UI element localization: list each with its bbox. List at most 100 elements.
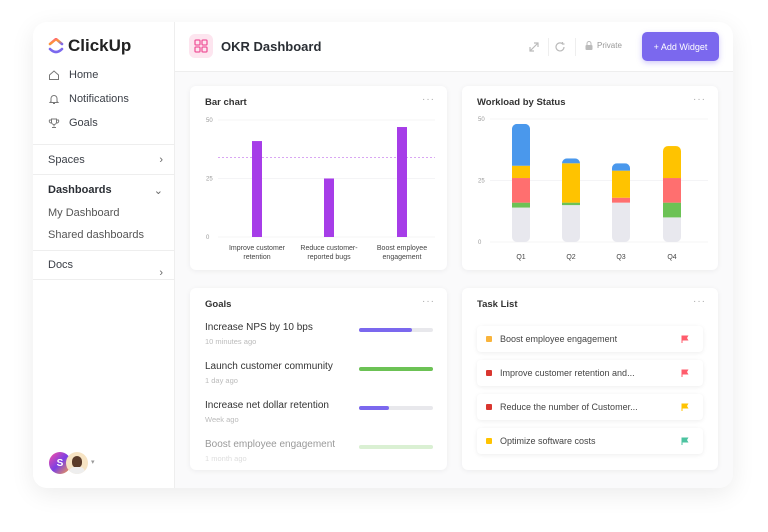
stacked-bar [663,146,681,242]
clickup-logo[interactable]: ClickUp [48,36,131,56]
caret-down-icon[interactable]: ▾ [91,459,95,466]
more-options-icon[interactable]: ··· [422,296,435,307]
sidebar-item-goals[interactable]: Goals [48,117,98,129]
widget-title: Bar chart [205,97,247,108]
goal-time: 1 day ago [205,376,238,385]
goal-progress-fill [359,367,433,371]
spaces-label: Spaces [48,154,85,166]
bar-chart: 0 25 50 Improve customer retention Reduce cus… [206,118,435,261]
refresh-icon[interactable] [554,41,566,53]
avatar[interactable]: S [49,452,71,474]
sidebar-item-dashboards[interactable]: Dashboards ⌄ [33,184,175,197]
stacked-bar-chart: 0 25 50 Q1 Q2 Q3 Q4 [478,117,708,261]
divider [33,174,175,175]
sidebar-item-home[interactable]: Home [48,69,98,81]
workload-widget: Workload by Status ··· 0 25 50 Q1 Q2 Q3 Q4 [462,86,718,270]
privacy-toggle[interactable]: Private [585,41,622,50]
task-item[interactable]: Optimize software costs [477,428,703,454]
chevron-right-icon: › [159,154,163,166]
divider [575,38,576,56]
task-item[interactable]: Improve customer retention and... [477,360,703,386]
x-tick-label: Q4 [667,254,676,261]
task-name: Improve customer retention and... [500,368,635,378]
bar-segment [562,205,580,242]
status-indicator [486,370,492,376]
sidebar-item-my-dashboard[interactable]: My Dashboard [48,207,120,219]
user-avatar-photo[interactable] [66,452,88,474]
widget-title: Goals [205,299,232,310]
y-tick-label: 50 [206,118,213,124]
status-indicator [486,438,492,444]
goal-item[interactable]: Launch customer community 1 day ago [205,361,435,385]
goal-progress-bar [359,406,433,410]
bar-segment [512,202,530,208]
bar-segment [562,158,580,164]
sidebar-item-label: Notifications [69,93,129,105]
dashboard-icon [189,34,213,58]
add-widget-button[interactable]: + Add Widget [642,32,719,61]
bar-segment [612,202,630,242]
goal-time: 1 month ago [205,454,247,463]
goal-item[interactable]: Increase NPS by 10 bps 10 minutes ago [205,322,435,346]
goal-name: Boost employee engagement [205,439,336,450]
y-tick-label: 25 [206,177,213,183]
divider [33,250,175,251]
more-options-icon[interactable]: ··· [422,94,435,105]
x-tick-label: Q1 [516,254,525,261]
bar-segment [512,123,530,166]
x-tick-label: Q3 [616,254,625,261]
sidebar-item-docs[interactable]: Docs › [33,259,175,279]
bar [324,178,334,237]
divider [548,38,549,56]
bar-segment [562,163,580,203]
x-tick-label: reported bugs [307,254,351,261]
y-tick-label: 50 [478,117,485,123]
task-name: Reduce the number of Customer... [500,402,638,412]
task-item[interactable]: Boost employee engagement [477,326,703,352]
more-options-icon[interactable]: ··· [693,94,706,105]
chevron-down-icon: ⌄ [153,185,163,197]
goals-widget: Goals ··· Increase NPS by 10 bps 10 minut… [190,288,447,470]
bar-chart-widget: Bar chart ··· 0 25 50 Improve customer reten… [190,86,447,270]
goal-progress-fill [359,406,389,410]
goal-item[interactable]: Increase net dollar retention Week ago [205,400,435,424]
app-window: ClickUp Home Notifications Goals Spaces ›… [33,22,733,488]
priority-flag-icon[interactable] [681,335,689,343]
task-name: Optimize software costs [500,436,596,446]
status-indicator [486,404,492,410]
bar-segment [512,178,530,203]
x-tick-label: engagement [383,254,422,261]
x-tick-label: Boost employee [377,245,427,252]
privacy-label: Private [597,41,622,50]
bar [252,141,262,237]
divider [33,279,175,280]
expand-icon[interactable] [528,41,540,53]
y-tick-label: 25 [478,179,485,185]
dashboards-label: Dashboards [48,184,112,196]
sidebar-item-notifications[interactable]: Notifications [48,93,129,105]
bar-segment [562,202,580,206]
main-area: OKR Dashboard Private + Add Widget Bar c… [175,22,733,488]
goal-progress-bar [359,367,433,371]
goal-item[interactable]: Boost employee engagement 1 month ago [205,439,435,463]
lock-icon [585,41,593,50]
priority-flag-icon[interactable] [681,437,689,445]
priority-flag-icon[interactable] [681,403,689,411]
chevron-right-icon: › [159,267,163,279]
goal-progress-bar [359,445,433,449]
bar-segment [663,202,681,218]
task-item[interactable]: Reduce the number of Customer... [477,394,703,420]
x-tick-label: retention [243,254,270,261]
x-tick-label: Reduce customer- [300,245,358,252]
task-name: Boost employee engagement [500,334,618,344]
goal-name: Increase NPS by 10 bps [205,322,313,333]
task-list-widget: Task List ··· Boost employee engagement I… [462,288,718,470]
priority-flag-icon[interactable] [681,369,689,377]
sidebar: ClickUp Home Notifications Goals Spaces ›… [33,22,175,488]
header: OKR Dashboard Private + Add Widget [175,22,733,72]
sidebar-item-spaces[interactable]: Spaces › [33,154,175,166]
sidebar-item-label: Home [69,69,99,81]
bar-segment [663,146,681,179]
more-options-icon[interactable]: ··· [693,296,706,307]
sidebar-item-shared-dashboards[interactable]: Shared dashboards [48,229,145,241]
